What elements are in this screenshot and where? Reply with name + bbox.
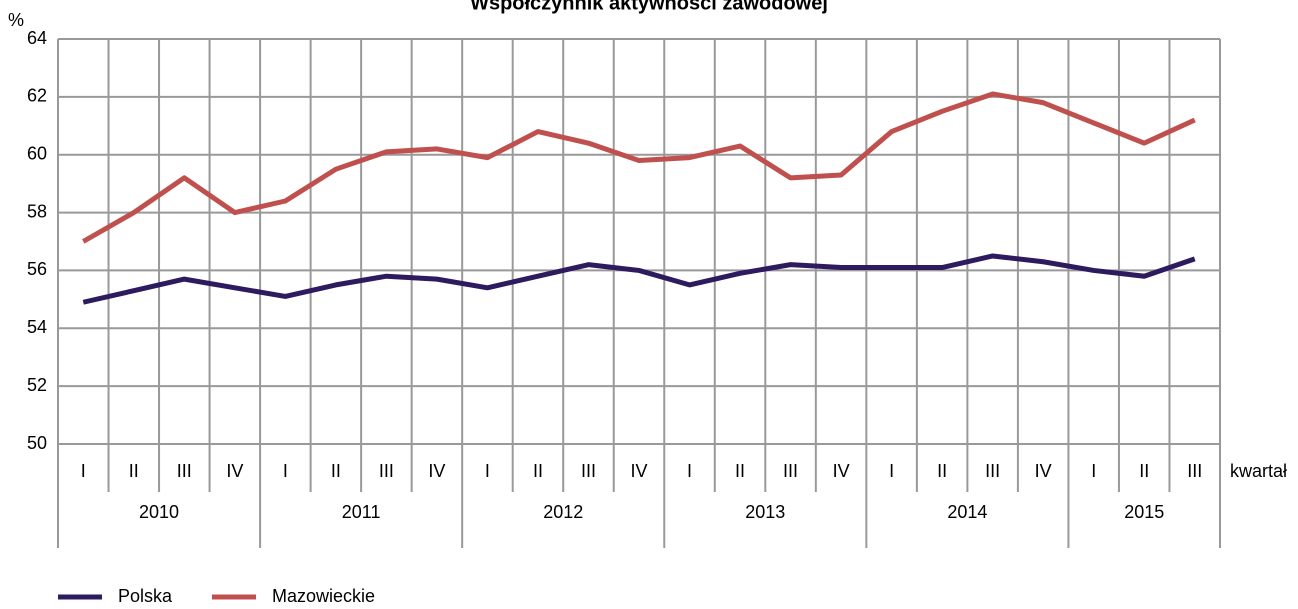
x-tick-label: II <box>1139 461 1149 481</box>
x-tick-label: II <box>331 461 341 481</box>
y-tick-label: 62 <box>27 86 47 106</box>
x-tick-label: I <box>283 461 288 481</box>
x-tick-label: I <box>889 461 894 481</box>
x-tick-label: III <box>379 461 394 481</box>
year-label: 2014 <box>947 502 987 522</box>
year-label: 2012 <box>543 502 583 522</box>
x-tick-label: I <box>687 461 692 481</box>
x-tick-label: IV <box>226 461 243 481</box>
x-tick-label: II <box>533 461 543 481</box>
x-tick-label: I <box>81 461 86 481</box>
series-line <box>82 91 1196 244</box>
x-tick-label: II <box>937 461 947 481</box>
x-tick-label: II <box>735 461 745 481</box>
x-tick-label: III <box>985 461 1000 481</box>
x-tick-label: IV <box>428 461 445 481</box>
y-tick-label: 54 <box>27 317 47 337</box>
year-label: 2011 <box>342 502 381 522</box>
legend-label: Mazowieckie <box>272 586 375 604</box>
legend-label: Polska <box>118 586 173 604</box>
y-tick-label: 50 <box>27 433 47 453</box>
x-tick-label: IV <box>833 461 850 481</box>
x-tick-label: III <box>783 461 798 481</box>
x-tick-label: III <box>177 461 192 481</box>
y-tick-label: 64 <box>27 28 47 48</box>
y-axis-label: % <box>8 10 24 30</box>
x-tick-label: I <box>485 461 490 481</box>
y-tick-label: 58 <box>27 201 47 221</box>
x-tick-label: III <box>581 461 596 481</box>
x-axis-label: kwartał <box>1230 461 1287 481</box>
y-tick-label: 52 <box>27 375 47 395</box>
series-line <box>82 253 1196 305</box>
x-tick-label: IV <box>1035 461 1052 481</box>
year-label: 2013 <box>745 502 785 522</box>
x-tick-label: II <box>129 461 139 481</box>
y-tick-label: 60 <box>27 143 47 163</box>
x-tick-label: I <box>1091 461 1096 481</box>
x-tick-label: III <box>1187 461 1202 481</box>
year-label: 2015 <box>1124 502 1164 522</box>
y-tick-label: 56 <box>27 259 47 279</box>
x-tick-label: IV <box>630 461 647 481</box>
year-label: 2010 <box>139 502 179 522</box>
chart-title: Współczynnik aktywności zawodowej <box>470 0 828 14</box>
